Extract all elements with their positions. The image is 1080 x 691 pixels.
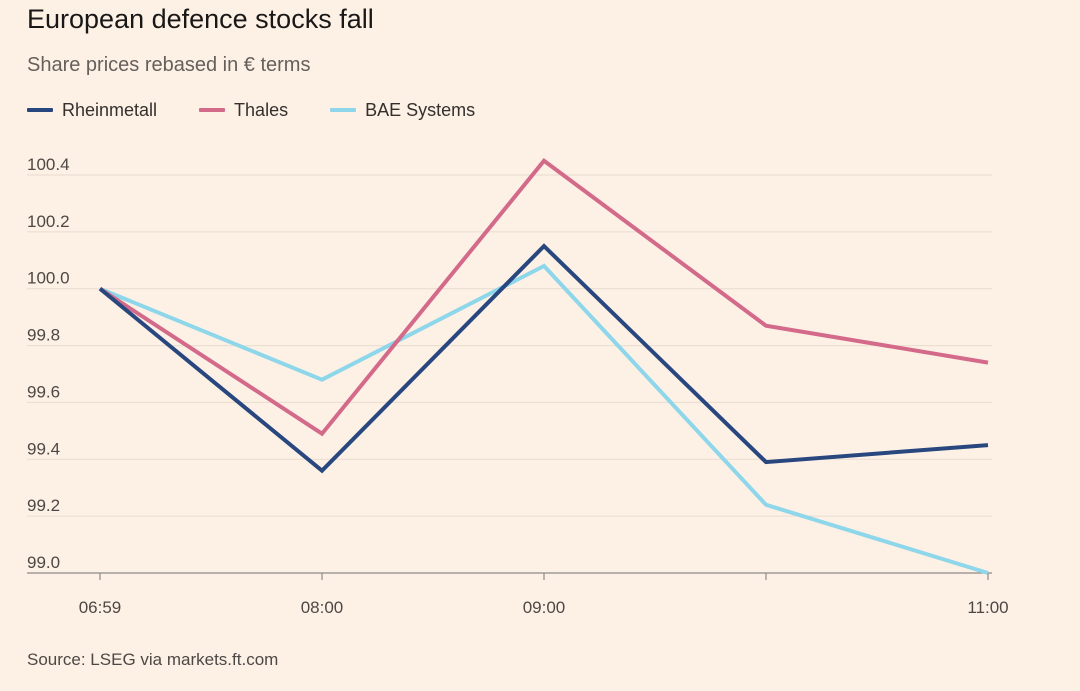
x-tick-label: 06:59 (79, 598, 122, 617)
x-axis: 06:59 08:00 09:00 11:00 (79, 573, 1009, 617)
y-axis: 99.0 99.2 99.4 99.6 99.8 100.0 100.2 100.4 (27, 155, 70, 572)
y-tick-label: 99.0 (27, 553, 60, 572)
legend-label-bae-systems: BAE Systems (365, 99, 476, 120)
y-tick-label: 100.4 (27, 155, 70, 174)
x-tick-label: 09:00 (523, 598, 566, 617)
legend-label-thales: Thales (234, 99, 289, 120)
legend-item-thales: Thales (199, 100, 288, 121)
series-line-bae-systems (99, 263, 989, 575)
series-lines (98, 158, 989, 575)
series-line-rheinmetall (98, 243, 989, 474)
y-tick-label: 99.2 (27, 496, 60, 515)
source-note: Source: LSEG via markets.ft.com (27, 650, 279, 669)
legend-label-rheinmetall: Rheinmetall (62, 99, 158, 120)
chart-title: European defence stocks fall (27, 4, 374, 34)
chart-subtitle: Share prices rebased in € terms (27, 54, 311, 76)
y-tick-label: 99.4 (27, 439, 60, 458)
legend-swatch-rheinmetall (27, 108, 53, 112)
y-tick-label: 99.6 (27, 382, 60, 401)
legend: Rheinmetall Thales BAE Systems (27, 97, 517, 123)
legend-swatch-bae-systems (330, 108, 357, 112)
x-tick-label: 08:00 (301, 598, 344, 617)
y-tick-label: 99.8 (27, 326, 60, 345)
grid-lines (27, 174, 992, 574)
x-tick-label: 11:00 (967, 598, 1008, 617)
y-tick-label: 100.2 (27, 212, 70, 231)
y-tick-label: 100.0 (27, 269, 70, 288)
legend-swatch-thales (199, 108, 226, 112)
legend-item-bae-systems: BAE Systems (330, 100, 475, 121)
legend-item-rheinmetall: Rheinmetall (27, 100, 157, 121)
series-line-thales (98, 158, 989, 437)
